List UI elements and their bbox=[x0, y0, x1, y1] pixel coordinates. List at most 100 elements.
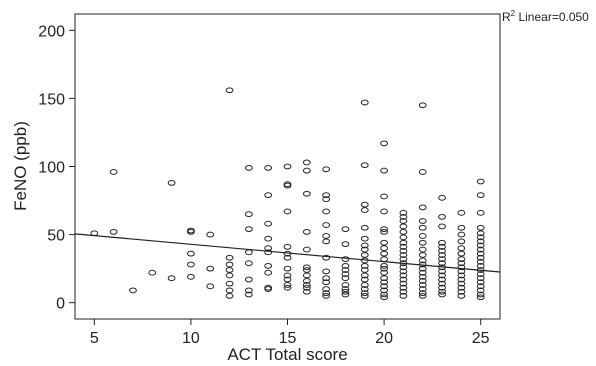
data-point bbox=[302, 264, 311, 271]
data-point bbox=[360, 99, 369, 106]
data-point bbox=[399, 276, 408, 283]
data-point bbox=[360, 290, 369, 297]
data-point bbox=[438, 280, 446, 287]
data-point bbox=[476, 267, 485, 273]
data-point bbox=[225, 292, 234, 299]
data-point bbox=[360, 282, 369, 288]
data-point bbox=[187, 261, 195, 268]
x-tick-label: 20 bbox=[375, 330, 393, 347]
data-point bbox=[418, 246, 427, 253]
data-point bbox=[418, 224, 427, 231]
data-point bbox=[476, 279, 485, 286]
x-tick-label: 25 bbox=[472, 330, 490, 347]
data-point bbox=[360, 201, 369, 208]
data-point bbox=[283, 265, 292, 272]
data-point bbox=[206, 231, 215, 238]
data-point bbox=[283, 284, 292, 291]
data-point bbox=[476, 192, 485, 198]
data-point bbox=[360, 262, 369, 269]
data-point bbox=[418, 233, 427, 239]
data-point bbox=[244, 211, 253, 218]
data-point bbox=[380, 140, 388, 147]
data-point bbox=[225, 272, 234, 279]
data-point bbox=[264, 249, 273, 256]
data-point bbox=[302, 167, 311, 174]
data-point bbox=[322, 192, 331, 198]
data-point bbox=[244, 291, 253, 298]
data-point bbox=[206, 265, 215, 272]
data-point bbox=[399, 272, 408, 279]
data-point bbox=[109, 169, 118, 175]
data-point bbox=[244, 287, 253, 294]
x-tick-label: 10 bbox=[182, 330, 200, 347]
data-point bbox=[380, 167, 388, 174]
data-point bbox=[341, 267, 350, 273]
data-point bbox=[302, 272, 311, 279]
data-point bbox=[399, 228, 408, 235]
data-point bbox=[322, 268, 331, 275]
data-point bbox=[302, 190, 311, 197]
data-point bbox=[322, 222, 331, 228]
data-point bbox=[341, 282, 350, 288]
data-point bbox=[399, 239, 408, 246]
data-point bbox=[360, 235, 369, 242]
data-point bbox=[380, 208, 388, 215]
data-point bbox=[302, 277, 311, 284]
data-point bbox=[341, 256, 350, 262]
data-point bbox=[438, 260, 446, 267]
data-point bbox=[399, 280, 408, 287]
data-point bbox=[380, 256, 388, 262]
y-axis-title: FeNO (ppb) bbox=[11, 121, 30, 211]
data-point bbox=[206, 283, 215, 290]
data-point bbox=[399, 264, 408, 271]
data-point bbox=[399, 252, 408, 258]
data-point bbox=[438, 291, 446, 298]
data-point bbox=[264, 269, 273, 276]
data-point bbox=[418, 292, 427, 299]
data-point bbox=[418, 261, 427, 268]
data-point bbox=[225, 267, 234, 273]
data-point bbox=[322, 233, 331, 239]
data-point bbox=[438, 264, 446, 271]
data-point bbox=[457, 245, 466, 252]
data-point bbox=[476, 254, 485, 261]
y-tick-label: 50 bbox=[47, 228, 65, 245]
data-point bbox=[380, 265, 388, 272]
x-axis-title: ACT Total score bbox=[227, 345, 347, 364]
data-point bbox=[399, 288, 408, 295]
data-point bbox=[341, 241, 350, 248]
data-point bbox=[457, 250, 466, 257]
data-point bbox=[360, 257, 369, 264]
data-point bbox=[476, 294, 485, 301]
data-point bbox=[283, 250, 292, 257]
data-point bbox=[476, 234, 485, 241]
data-point bbox=[399, 243, 408, 250]
data-point bbox=[457, 209, 466, 216]
data-point bbox=[457, 272, 466, 279]
data-point bbox=[244, 249, 253, 256]
data-point bbox=[322, 279, 331, 286]
data-point bbox=[418, 218, 427, 224]
data-point bbox=[283, 243, 292, 250]
data-point bbox=[380, 287, 388, 294]
data-point bbox=[283, 282, 292, 288]
data-point bbox=[283, 163, 292, 170]
data-point bbox=[457, 292, 466, 299]
data-point bbox=[187, 273, 195, 280]
data-point bbox=[341, 271, 350, 277]
data-point bbox=[322, 290, 331, 297]
data-point bbox=[244, 164, 253, 171]
data-point bbox=[476, 291, 485, 298]
fit-line-layer bbox=[74, 233, 501, 273]
data-point bbox=[341, 288, 350, 295]
data-point bbox=[418, 282, 427, 288]
y-axis: 0 50 100 150 200 bbox=[38, 23, 75, 313]
data-point bbox=[418, 239, 427, 246]
data-point bbox=[380, 294, 388, 301]
data-point bbox=[418, 290, 427, 297]
data-point bbox=[476, 287, 485, 294]
fit-line bbox=[74, 233, 501, 273]
data-point bbox=[399, 218, 408, 224]
data-point bbox=[476, 224, 485, 231]
data-point bbox=[244, 276, 253, 283]
